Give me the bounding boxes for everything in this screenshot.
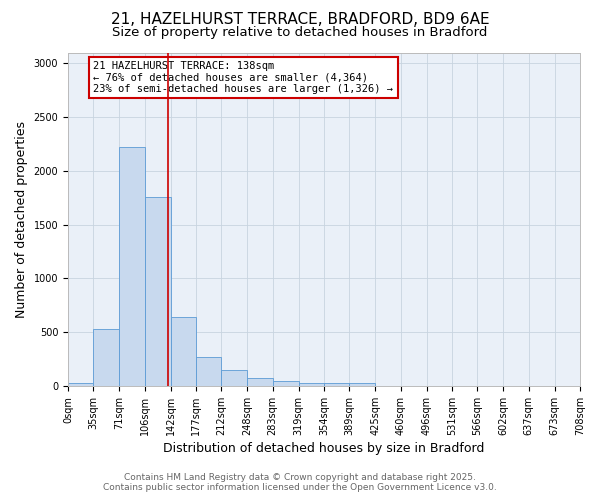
Bar <box>68 384 94 386</box>
Bar <box>94 330 119 386</box>
Bar <box>299 382 324 386</box>
Bar <box>119 146 145 386</box>
Bar <box>221 370 247 386</box>
X-axis label: Distribution of detached houses by size in Bradford: Distribution of detached houses by size … <box>163 442 485 455</box>
Bar <box>247 378 272 386</box>
Bar <box>145 196 171 386</box>
Text: Size of property relative to detached houses in Bradford: Size of property relative to detached ho… <box>112 26 488 39</box>
Bar <box>196 357 221 386</box>
Bar <box>171 317 196 386</box>
Text: 21, HAZELHURST TERRACE, BRADFORD, BD9 6AE: 21, HAZELHURST TERRACE, BRADFORD, BD9 6A… <box>110 12 490 28</box>
Text: Contains HM Land Registry data © Crown copyright and database right 2025.
Contai: Contains HM Land Registry data © Crown c… <box>103 473 497 492</box>
Bar <box>272 381 299 386</box>
Y-axis label: Number of detached properties: Number of detached properties <box>15 120 28 318</box>
Bar <box>349 384 376 386</box>
Bar <box>324 384 349 386</box>
Text: 21 HAZELHURST TERRACE: 138sqm
← 76% of detached houses are smaller (4,364)
23% o: 21 HAZELHURST TERRACE: 138sqm ← 76% of d… <box>94 61 394 94</box>
